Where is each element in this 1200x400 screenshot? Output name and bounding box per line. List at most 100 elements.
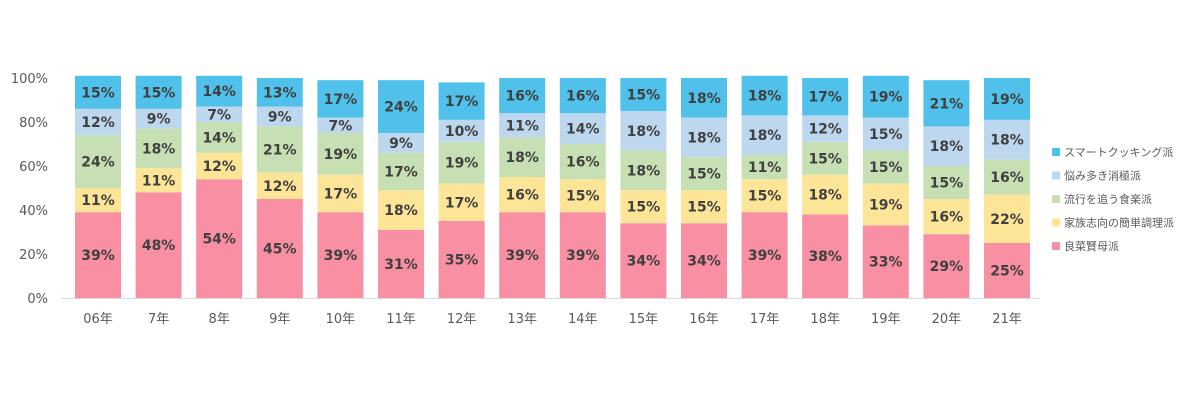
bar-segment bbox=[317, 117, 364, 133]
bar-segment bbox=[681, 157, 727, 191]
data-label: 39% bbox=[566, 248, 600, 264]
bar-segment bbox=[559, 144, 606, 180]
bar-segment bbox=[741, 115, 788, 155]
bar-segment bbox=[802, 141, 849, 175]
data-label: 39% bbox=[748, 248, 782, 264]
x-tick-label: 9年 bbox=[269, 312, 290, 327]
data-label: 34% bbox=[687, 254, 721, 270]
data-label: 17% bbox=[324, 187, 358, 203]
data-label: 19% bbox=[445, 156, 479, 172]
legend-swatch bbox=[1052, 218, 1060, 227]
data-label: 19% bbox=[990, 92, 1024, 108]
bar-segment bbox=[196, 75, 243, 107]
bar-segment bbox=[923, 199, 970, 235]
x-tick-label: 11年 bbox=[386, 312, 416, 327]
bar-segment bbox=[923, 234, 970, 298]
bar-segment bbox=[75, 212, 121, 298]
bar-segment bbox=[499, 113, 546, 138]
data-label: 15% bbox=[748, 189, 782, 205]
bar-segment bbox=[378, 229, 424, 298]
bar-segment bbox=[802, 214, 849, 298]
bar-segment bbox=[862, 75, 909, 118]
bar-segment bbox=[317, 133, 364, 175]
data-label: 16% bbox=[505, 89, 539, 105]
data-label: 15% bbox=[81, 85, 115, 101]
data-label: 31% bbox=[384, 257, 418, 273]
data-label: 15% bbox=[627, 88, 661, 104]
legend-swatch bbox=[1052, 148, 1060, 156]
data-label: 14% bbox=[566, 122, 600, 138]
y-tick-label: 0% bbox=[27, 292, 48, 307]
y-tick-label: 80% bbox=[19, 116, 48, 131]
bar-segment bbox=[620, 78, 667, 111]
bar-segment bbox=[923, 80, 970, 127]
legend-swatch bbox=[1052, 242, 1060, 250]
data-label: 18% bbox=[627, 163, 661, 179]
data-label: 11% bbox=[81, 193, 115, 209]
data-label: 45% bbox=[263, 242, 297, 258]
data-label: 11% bbox=[505, 118, 539, 134]
bar-segment bbox=[620, 223, 667, 298]
x-tick-label: 17年 bbox=[750, 312, 780, 327]
bar-segment bbox=[438, 183, 485, 221]
bar-segment bbox=[256, 106, 303, 127]
bar-segment bbox=[438, 141, 485, 184]
data-label: 18% bbox=[505, 150, 539, 166]
bar-segment bbox=[256, 126, 303, 173]
y-tick-label: 100% bbox=[11, 72, 48, 87]
bar-segment bbox=[196, 122, 243, 153]
bar-segment bbox=[196, 106, 243, 122]
legend-swatch bbox=[1052, 171, 1060, 180]
y-tick-label: 60% bbox=[19, 160, 48, 175]
bar-segment bbox=[75, 75, 121, 109]
data-label: 39% bbox=[324, 248, 358, 264]
x-tick-label: 18年 bbox=[810, 312, 840, 327]
bar-segment bbox=[681, 78, 727, 118]
data-label: 21% bbox=[263, 143, 297, 159]
data-label: 11% bbox=[748, 160, 782, 176]
data-label: 13% bbox=[263, 85, 297, 101]
data-label: 17% bbox=[324, 92, 358, 108]
data-label: 18% bbox=[748, 89, 782, 105]
data-label: 12% bbox=[202, 159, 236, 175]
bar-segment bbox=[802, 115, 849, 142]
bar-segment bbox=[862, 183, 909, 226]
data-label: 18% bbox=[142, 141, 176, 157]
data-label: 18% bbox=[687, 130, 721, 146]
data-label: 16% bbox=[990, 170, 1024, 186]
data-label: 14% bbox=[202, 84, 236, 100]
data-label: 19% bbox=[869, 90, 903, 106]
data-label: 25% bbox=[990, 264, 1024, 280]
y-tick-label: 40% bbox=[19, 204, 48, 219]
bar-segment bbox=[862, 150, 909, 184]
bar-segment bbox=[378, 190, 424, 230]
bar-segment bbox=[438, 221, 485, 298]
x-tick-label: 7年 bbox=[148, 312, 169, 327]
bar-segment bbox=[256, 199, 303, 298]
legend-label: 悩み多き消極派 bbox=[1064, 169, 1141, 183]
x-tick-label: 10年 bbox=[326, 312, 356, 327]
bar-segment bbox=[802, 78, 849, 116]
data-label: 16% bbox=[505, 188, 539, 204]
bar-segment bbox=[923, 126, 970, 166]
bar-segment bbox=[75, 108, 121, 136]
x-tick-label: 12年 bbox=[447, 312, 477, 327]
data-label: 33% bbox=[869, 255, 903, 271]
data-label: 39% bbox=[505, 248, 539, 264]
data-label: 18% bbox=[687, 91, 721, 107]
bar-segment bbox=[256, 78, 303, 107]
bar-segment bbox=[620, 111, 667, 151]
data-label: 14% bbox=[202, 130, 236, 146]
bar-segment bbox=[620, 190, 667, 224]
legend-label: 家族志向の簡単調理派 bbox=[1064, 216, 1174, 230]
data-label: 15% bbox=[869, 127, 903, 143]
data-label: 18% bbox=[627, 124, 661, 140]
bar-segment bbox=[75, 135, 121, 188]
legend-label: スマートクッキング派 bbox=[1064, 145, 1173, 159]
bar-segment bbox=[499, 212, 546, 298]
bar-segment bbox=[620, 150, 667, 191]
data-label: 21% bbox=[930, 96, 964, 112]
data-label: 35% bbox=[445, 253, 479, 269]
bar-segment bbox=[984, 159, 1030, 195]
bar-segment bbox=[681, 117, 727, 158]
